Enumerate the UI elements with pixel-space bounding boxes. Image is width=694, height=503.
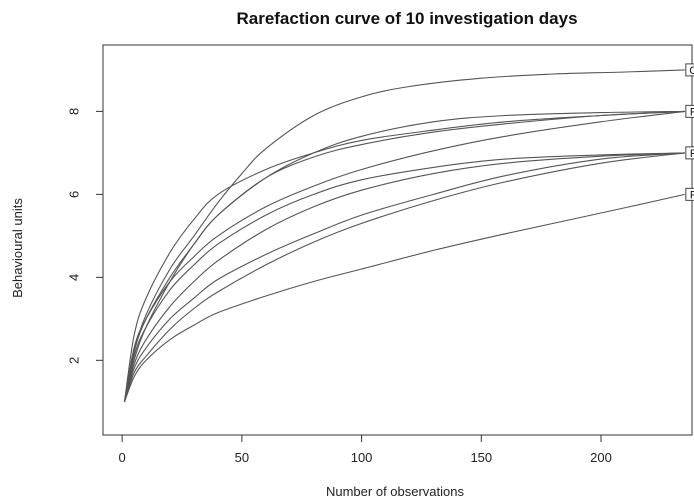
end-label-box bbox=[685, 104, 694, 118]
x-tick-label: 200 bbox=[590, 450, 612, 465]
rarefaction-curve-7 bbox=[123, 152, 685, 402]
y-axis: 2 4 6 8 bbox=[66, 108, 103, 364]
rarefaction-curve-6 bbox=[123, 152, 685, 402]
end-label-box bbox=[685, 187, 694, 201]
end-label-f1: F1 bbox=[685, 104, 694, 118]
end-label-c6: C6 bbox=[685, 63, 694, 77]
x-tick-label: 150 bbox=[470, 450, 492, 465]
y-tick-label: 8 bbox=[66, 108, 81, 115]
end-label-box bbox=[685, 146, 694, 160]
end-label-f3: F3 bbox=[685, 187, 694, 201]
rarefaction-curve-5 bbox=[123, 110, 685, 402]
end-label-text: C6 bbox=[689, 65, 694, 77]
x-axis-label: Number of observations bbox=[326, 484, 465, 499]
chart-title: Rarefaction curve of 10 investigation da… bbox=[236, 9, 577, 28]
x-tick-label: 0 bbox=[119, 450, 126, 465]
end-label-box bbox=[685, 63, 694, 77]
rarefaction-curve-2 bbox=[123, 110, 685, 402]
series-end-labels: C6 F1 F4 F3 bbox=[685, 63, 694, 201]
x-tick-label: 100 bbox=[351, 450, 373, 465]
end-label-f4: F4 bbox=[685, 146, 694, 160]
plot-frame bbox=[102, 44, 693, 436]
end-label-text: F4 bbox=[690, 148, 694, 160]
y-tick-label: 6 bbox=[66, 191, 81, 198]
rarefaction-curve-10 bbox=[123, 193, 685, 402]
rarefaction-curve-8 bbox=[123, 152, 685, 402]
y-tick-label: 2 bbox=[66, 357, 81, 364]
x-tick-label: 50 bbox=[235, 450, 249, 465]
y-axis-label: Behavioural units bbox=[10, 198, 25, 298]
x-axis: 0 50 100 150 200 bbox=[119, 435, 612, 465]
series-lines bbox=[123, 69, 685, 402]
y-tick-label: 4 bbox=[66, 274, 81, 281]
rarefaction-curve-1 bbox=[123, 69, 685, 402]
end-label-text: F1 bbox=[690, 106, 694, 118]
rarefaction-curve-9 bbox=[123, 152, 685, 402]
end-label-text: F3 bbox=[690, 189, 694, 201]
